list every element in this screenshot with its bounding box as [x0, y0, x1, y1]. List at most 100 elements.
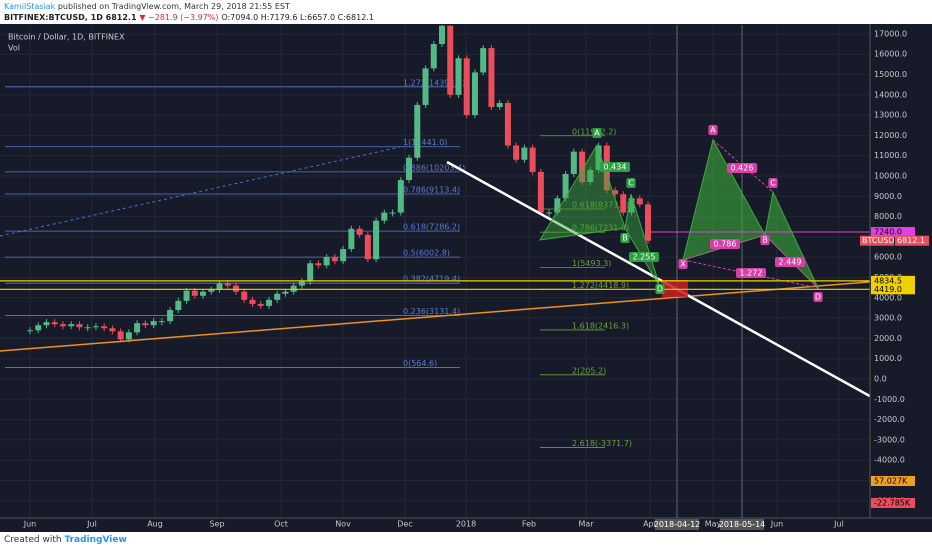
candle [562, 173, 569, 199]
candle [117, 331, 124, 340]
pattern-label: C [770, 179, 776, 188]
y-tick-label: 13000.0 [874, 111, 907, 120]
fib-label: 1.272(4418.9) [572, 281, 629, 290]
fib-label: 0.618(7286.2) [403, 223, 460, 232]
candle [554, 198, 561, 213]
symbol-line: BITFINEX:BTCUSD, 1D 6812.1 ▼ −281.9 (−3.… [4, 13, 374, 22]
candle [183, 290, 190, 301]
last-price-name: BTCUSD [862, 236, 895, 245]
pattern-label: 0.434 [604, 163, 627, 172]
fib-label: 1.272(14393.3) [403, 78, 465, 87]
x-tick-label: Aug [147, 520, 163, 529]
x-tick-label: Sep [209, 520, 224, 529]
candle [125, 332, 132, 340]
candle [414, 104, 421, 158]
candle [216, 283, 223, 290]
price-tag [871, 227, 915, 238]
candle [463, 58, 470, 116]
x-tick-label: Oct [274, 520, 288, 529]
candle [488, 48, 495, 107]
pattern-label: A [710, 126, 716, 135]
candle [579, 151, 586, 183]
candle [274, 293, 281, 300]
fib-label: 0.618(8373.6) [572, 201, 629, 210]
pattern-label-box [620, 233, 630, 243]
candle [496, 102, 503, 107]
brand[interactable]: TradingView [64, 535, 127, 545]
date-tag-label: 2018-05-14 [719, 520, 766, 529]
x-tick-label: Mar [578, 520, 594, 529]
candle [389, 212, 396, 214]
candle [521, 147, 528, 160]
volume-tag-label: -22.785K [874, 499, 911, 508]
fib-label: 0(564.6) [403, 359, 437, 368]
candle [570, 151, 577, 174]
candle [224, 283, 231, 286]
candle [191, 290, 198, 296]
x-tick-label: Jun [770, 520, 784, 529]
candle [455, 58, 462, 95]
y-tick-label: 12000.0 [874, 131, 907, 140]
pattern-label-box [760, 235, 770, 245]
candle [513, 145, 520, 160]
fib-label: 1.618(2416.3) [572, 321, 629, 330]
date-tag [655, 519, 699, 530]
pattern-label-box [708, 125, 718, 135]
candle [307, 263, 314, 282]
fib-label: 0.786(7231.0) [572, 224, 629, 233]
candle [430, 44, 437, 69]
target-box [662, 280, 688, 297]
pattern-label-box [727, 163, 757, 173]
pattern-label-box [710, 239, 740, 249]
candle [84, 327, 91, 329]
y-tick-label: 4000.0 [874, 293, 902, 302]
candle [68, 324, 75, 327]
y-tick-label: 16000.0 [874, 50, 907, 59]
y-tick-label: 14000.0 [874, 90, 907, 99]
x-tick-label: Jun [23, 520, 37, 529]
fib-label: 0.382(4719.4) [403, 275, 460, 284]
fib-label: 2(205.2) [572, 366, 606, 375]
plot: 1.272(14393.3) 1(11441.0) 0.886(10203.4) 0.… [0, 25, 651, 448]
pattern-label-box [678, 259, 688, 269]
candle [158, 321, 165, 323]
y-tick-label: 9000.0 [874, 192, 902, 201]
candle [595, 145, 602, 170]
candle [282, 291, 289, 294]
fib-label: 0.236(3131.4) [403, 307, 460, 316]
candle [241, 291, 248, 300]
published: published on TradingView.com, March 29, … [57, 2, 290, 11]
y-tick-label: -2000.0 [874, 415, 905, 424]
header-line: KamilStasiak published on TradingView.co… [4, 2, 290, 11]
x-tick-label: May [705, 520, 722, 529]
ohlc: O:7094.0 H:7179.6 L:6657.0 C:6812.1 [221, 13, 374, 22]
fib-label: 2.618(-3371.7) [572, 439, 632, 448]
candle [92, 326, 99, 328]
pattern-label-box [736, 268, 766, 278]
price-tag-label: 4834.5 [874, 276, 902, 285]
date-tag [720, 519, 764, 530]
last-price-name-tag [860, 235, 894, 246]
candle [142, 323, 149, 326]
pattern-label: B [622, 234, 628, 243]
candle [43, 322, 50, 326]
candle [587, 169, 594, 183]
author[interactable]: KamilStasiak [4, 2, 56, 11]
volume-label: Vol [8, 44, 20, 53]
candle [612, 190, 619, 195]
candle [422, 68, 429, 105]
x-tick-label: Jul [833, 520, 844, 529]
candle [628, 198, 635, 213]
candle [134, 323, 141, 333]
pattern-label: A [594, 129, 600, 138]
candle [290, 285, 297, 292]
candle [331, 257, 338, 262]
last-price-tag [895, 235, 929, 246]
x-tick-label: Dec [397, 520, 412, 529]
fib-label: 0.886(10203.4) [403, 163, 465, 172]
candle [406, 157, 413, 181]
dashed-trend [0, 146, 401, 237]
pattern-label-box [626, 178, 636, 188]
y-tick-label: 0.0 [874, 375, 887, 384]
footer: Created with TradingView [4, 535, 127, 545]
